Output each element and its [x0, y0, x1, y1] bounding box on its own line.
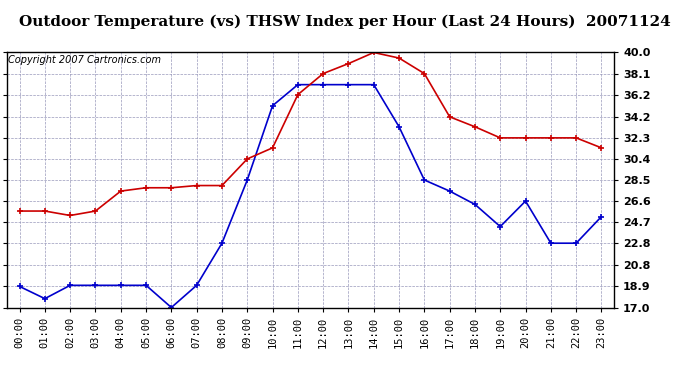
Text: Outdoor Temperature (vs) THSW Index per Hour (Last 24 Hours)  20071124: Outdoor Temperature (vs) THSW Index per … [19, 15, 671, 29]
Text: Copyright 2007 Cartronics.com: Copyright 2007 Cartronics.com [8, 55, 161, 65]
